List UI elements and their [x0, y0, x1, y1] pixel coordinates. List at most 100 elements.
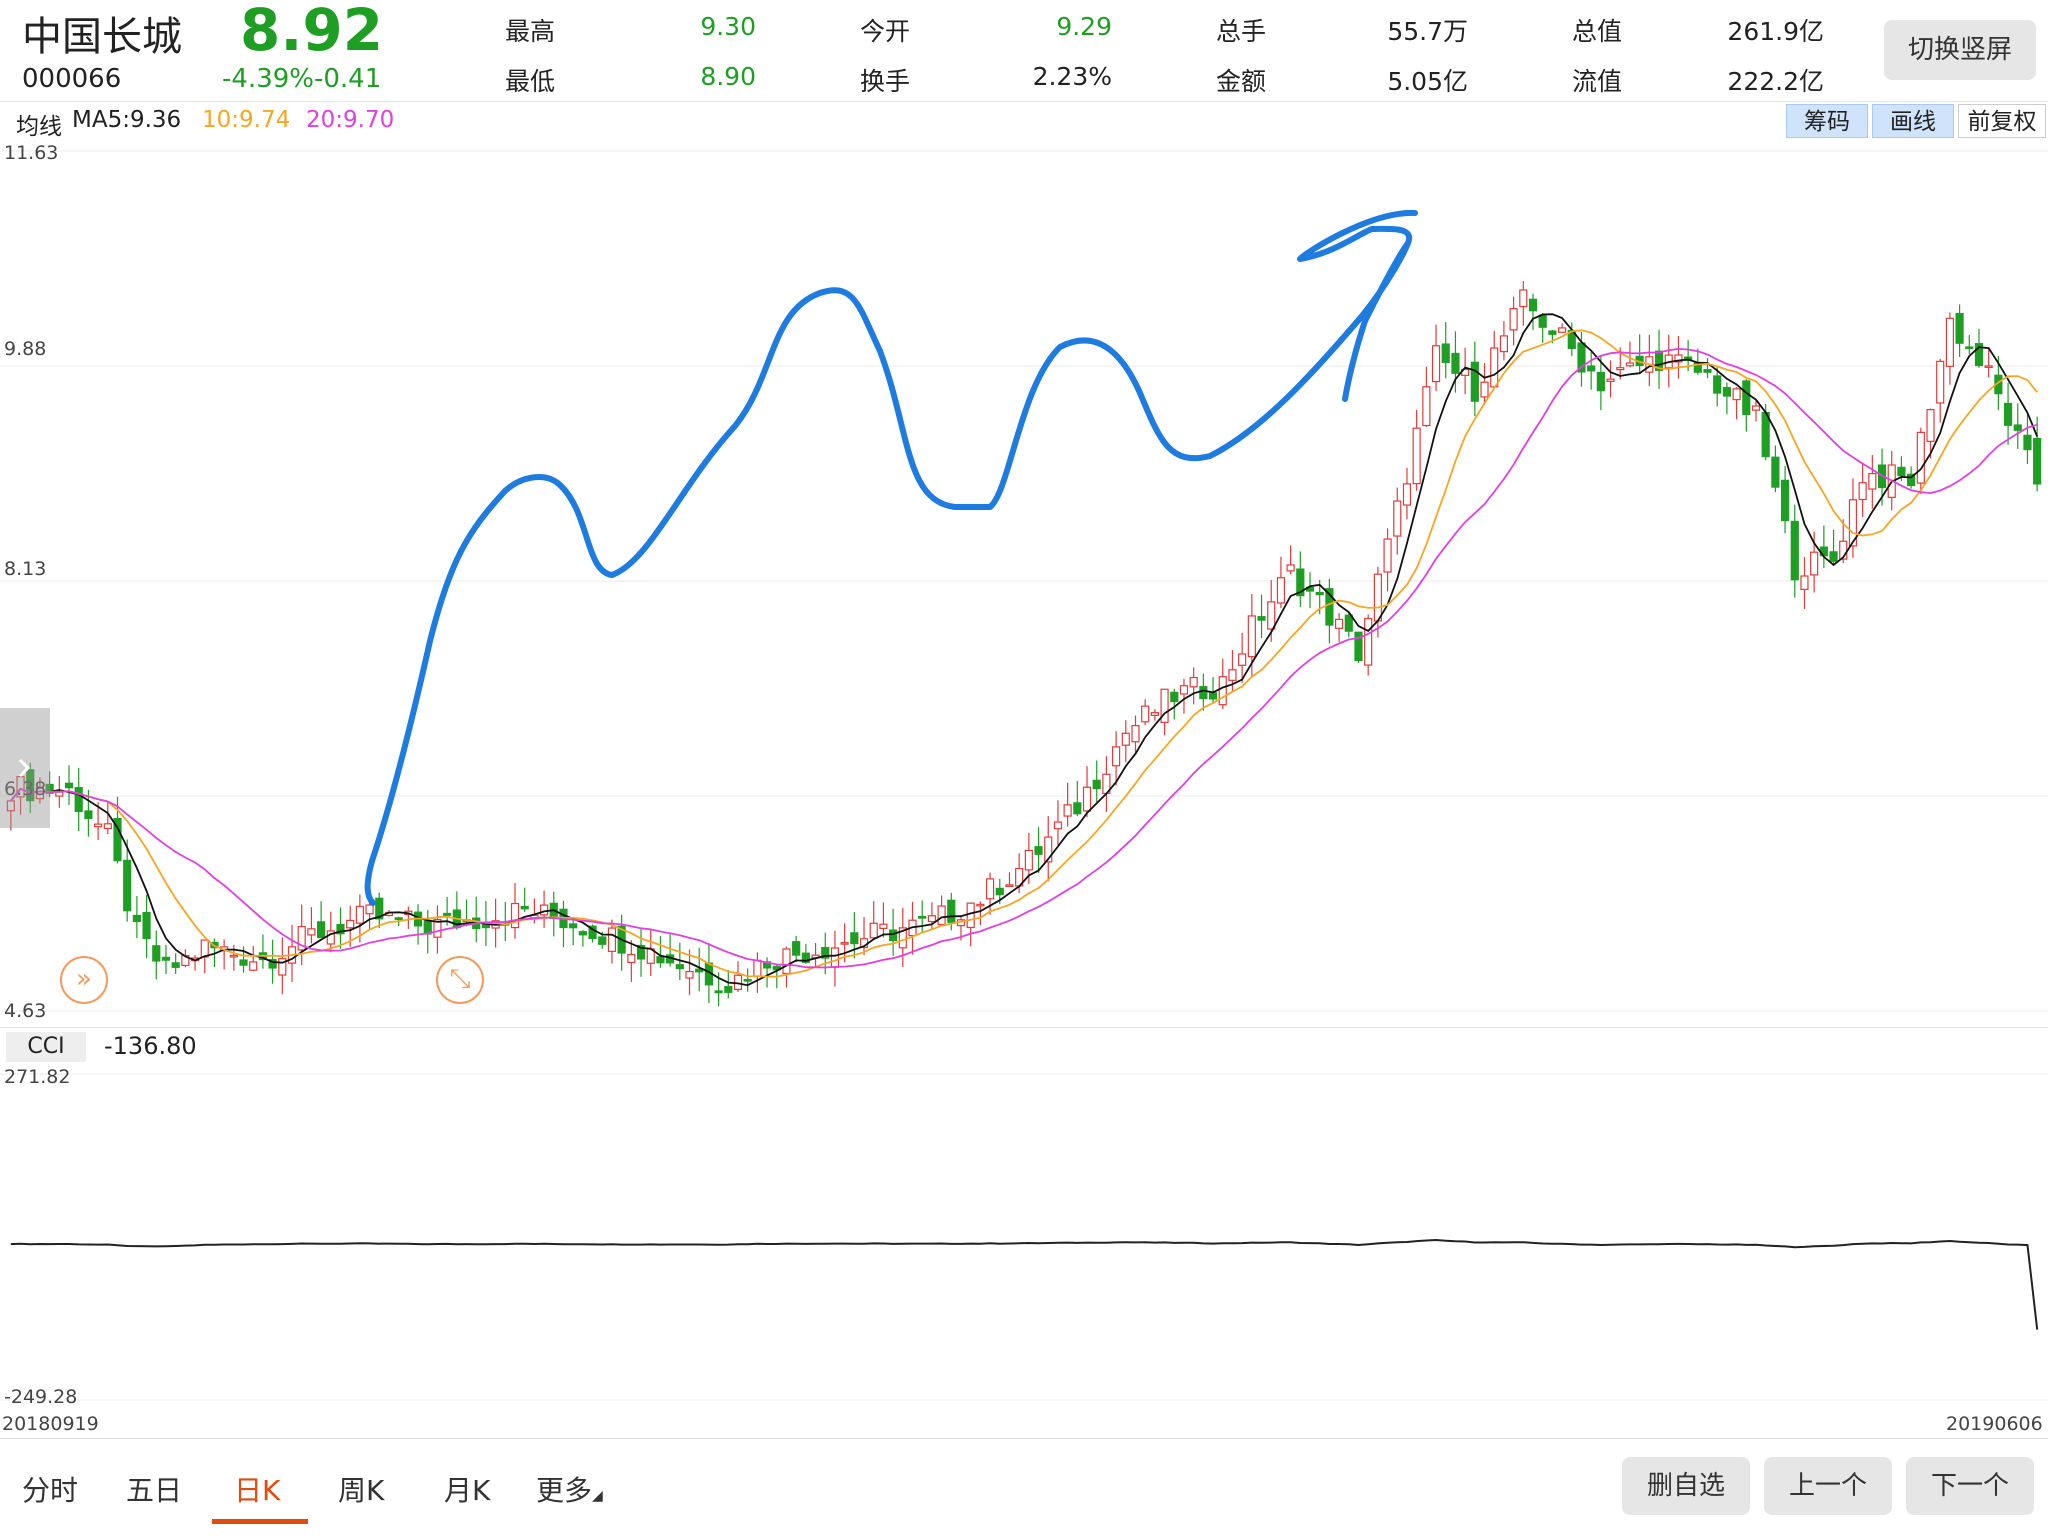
candle-body — [1596, 371, 1605, 392]
volume-value: 55.7万 — [1387, 17, 1468, 46]
candle-body — [64, 782, 74, 789]
candle-body — [1858, 482, 1867, 501]
candle-body — [821, 946, 830, 959]
candle-body — [1354, 631, 1363, 662]
candle-body — [2013, 424, 2022, 431]
chip-distribution-button[interactable]: 筹码 — [1786, 104, 1868, 138]
candle-body — [1587, 365, 1596, 372]
candle-body — [346, 919, 355, 929]
candle-body — [889, 929, 898, 942]
candle-body — [724, 985, 733, 993]
candle-body — [1945, 317, 1954, 367]
tab-weekly-k[interactable]: 周K — [338, 1474, 385, 1507]
active-tab-underline — [212, 1519, 308, 1524]
candle-body — [1393, 500, 1402, 537]
candle-body — [94, 823, 103, 828]
previous-stock-button[interactable]: 上一个 — [1764, 1457, 1892, 1515]
candle-body — [1761, 411, 1770, 458]
candle-body — [278, 958, 287, 976]
draw-line-button[interactable]: 画线 — [1872, 104, 1954, 138]
candle-body — [1974, 343, 1984, 367]
candle-body — [1082, 786, 1092, 812]
candle-body — [433, 918, 442, 938]
mktcap-value: 261.9亿 — [1727, 17, 1824, 46]
candle-body — [510, 902, 520, 929]
candle-body — [152, 945, 161, 962]
switch-portrait-button[interactable]: 切换竖屏 — [1884, 20, 2036, 80]
start-date: 20180919 — [2, 1413, 99, 1435]
kline-grid — [0, 150, 2048, 1012]
next-stock-button[interactable]: 下一个 — [1906, 1457, 2034, 1515]
candle-body — [1751, 405, 1761, 411]
candle-body — [1063, 804, 1072, 817]
candle-body — [1160, 688, 1169, 723]
candle-body — [1732, 388, 1741, 401]
candle-body — [1490, 347, 1499, 388]
candle-body — [123, 859, 132, 912]
candle-body — [927, 915, 936, 923]
tab-five-day[interactable]: 五日 — [126, 1474, 183, 1507]
tab-daily-k[interactable]: 日K — [234, 1474, 281, 1507]
low-label: 最低 — [505, 67, 556, 96]
candle-body — [1121, 732, 1130, 746]
cci-min-label: -249.28 — [4, 1386, 78, 1408]
candle-body — [1325, 588, 1334, 626]
candle-body — [239, 959, 248, 966]
candle-body — [976, 903, 985, 907]
candle-body — [1286, 564, 1295, 572]
candle-body — [161, 956, 171, 961]
candle-body — [1674, 354, 1683, 363]
expand-arrows-icon[interactable]: ⤡ — [436, 956, 484, 1004]
forward-adjust-button[interactable]: 前复权 — [1958, 104, 2046, 138]
chevron-right-icon[interactable] — [0, 708, 50, 828]
stock-code: 000066 — [22, 64, 122, 94]
hand-drawn-trend-line — [364, 209, 1418, 906]
candle-body — [1499, 335, 1509, 353]
candle-body — [714, 990, 723, 994]
cci-indicator-tab[interactable]: CCI — [6, 1032, 86, 1062]
candle-body — [753, 959, 762, 977]
candlestick-chart[interactable] — [0, 141, 2048, 1027]
candle-body — [2003, 402, 2013, 426]
candle-body — [995, 887, 1004, 896]
candle-body — [830, 947, 840, 968]
candle-body — [1470, 361, 1479, 402]
price-change: -4.39%-0.41 — [222, 64, 382, 94]
axis-min-label: 4.63 — [4, 1000, 47, 1022]
candle-body — [1005, 884, 1014, 887]
float-label: 流值 — [1572, 67, 1623, 96]
tab-monthly-k[interactable]: 月K — [444, 1474, 491, 1507]
tab-intraday[interactable]: 分时 — [22, 1474, 79, 1507]
axis-max-label: 11.63 — [4, 142, 59, 164]
candle-body — [1713, 375, 1722, 394]
double-chevron-right-icon[interactable]: » — [60, 956, 108, 1004]
candle-body — [1703, 369, 1712, 373]
open-label: 今开 — [860, 17, 911, 46]
candle-body — [1150, 712, 1159, 716]
candle-body — [326, 930, 335, 945]
ma-label: 均线 — [16, 114, 62, 140]
candle-body — [598, 936, 607, 945]
candle-body — [142, 911, 151, 940]
candle-body — [1141, 705, 1150, 723]
tab-more[interactable]: 更多◢ — [536, 1469, 603, 1509]
cci-header: CCI -136.80 — [0, 1027, 2048, 1065]
candle-body — [1276, 577, 1286, 604]
candle-body — [16, 776, 25, 798]
candle-body — [1402, 483, 1412, 506]
candle-body — [1296, 568, 1305, 597]
candle-body — [443, 912, 452, 916]
remove-watchlist-button[interactable]: 删自选 — [1622, 1457, 1750, 1515]
current-price: 8.92 — [240, 0, 384, 64]
candle-body — [297, 926, 306, 951]
candle-body — [1742, 380, 1751, 416]
candle-body — [1519, 289, 1528, 308]
axis-upper-label: 9.88 — [4, 338, 47, 360]
candle-body — [1131, 725, 1140, 743]
candle-body — [792, 941, 801, 956]
amount-value: 5.05亿 — [1387, 67, 1468, 96]
candle-body — [1907, 473, 1916, 487]
candle-body — [26, 769, 35, 802]
candle-body — [355, 905, 364, 924]
candle-body — [1616, 367, 1625, 371]
